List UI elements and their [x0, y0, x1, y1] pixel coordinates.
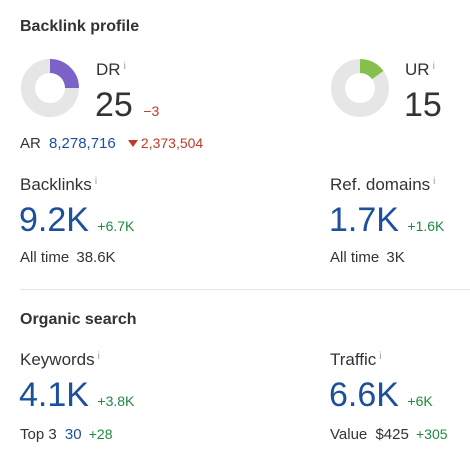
ref-domains-info-icon[interactable]: i [433, 175, 436, 187]
backlinks-delta: +6.7K [97, 218, 135, 234]
traffic-delta: +6K [407, 393, 433, 409]
traffic-info-icon[interactable]: i [379, 350, 382, 362]
backlinks-value[interactable]: 9.2K [19, 201, 89, 239]
traffic-value-delta: +305 [415, 426, 448, 442]
backlinks-all-time-label: All time [20, 249, 70, 266]
keywords-top3-value[interactable]: 30 [64, 426, 82, 443]
backlinks-info-icon[interactable]: i [94, 175, 98, 187]
ref-domains-label: Ref. domains [330, 175, 431, 194]
ar-value[interactable]: 8,278,716 [49, 135, 116, 152]
ur-value: 15 [404, 86, 442, 124]
traffic-value[interactable]: 6.6K [329, 376, 399, 414]
keywords-info-icon[interactable]: i [97, 350, 100, 362]
backlinks-all-time-value: 38.6K [76, 249, 116, 266]
keywords-value[interactable]: 4.1K [19, 376, 89, 414]
dr-label: DR [96, 60, 121, 79]
ur-ring-chart [331, 59, 389, 117]
dr-ring-fill [49, 59, 79, 89]
section-divider [20, 289, 470, 290]
dr-delta: −3 [143, 103, 160, 119]
keywords-top3-delta: +28 [88, 426, 113, 442]
traffic-label: Traffic [330, 350, 377, 369]
ur-ring-fill [359, 59, 384, 80]
dr-ring-chart [21, 59, 79, 117]
keywords-delta: +3.8K [97, 393, 135, 409]
traffic-value-label: Value [330, 426, 368, 443]
ur-label: UR [405, 60, 430, 79]
backlink-profile-title: Backlink profile [20, 18, 140, 35]
ref-domains-delta: +1.6K [407, 218, 445, 234]
keywords-top3-label: Top 3 [20, 426, 57, 443]
traffic-value-amount: $425 [375, 426, 409, 443]
ref-domains-all-time-label: All time [330, 249, 380, 266]
dr-info-icon[interactable]: i [123, 60, 126, 72]
ar-label: AR [20, 135, 41, 152]
ref-domains-value[interactable]: 1.7K [329, 201, 399, 239]
ref-domains-all-time-value: 3K [386, 249, 405, 266]
dr-value: 25 [95, 86, 133, 124]
ar-delta: 2,373,504 [140, 135, 204, 151]
down-triangle-icon [127, 140, 138, 147]
ar-delta-group: 2,373,504 [127, 135, 204, 151]
ur-info-icon[interactable]: i [432, 60, 435, 72]
keywords-label: Keywords [20, 350, 95, 369]
backlinks-label: Backlinks [20, 175, 92, 194]
organic-search-title: Organic search [20, 311, 137, 328]
